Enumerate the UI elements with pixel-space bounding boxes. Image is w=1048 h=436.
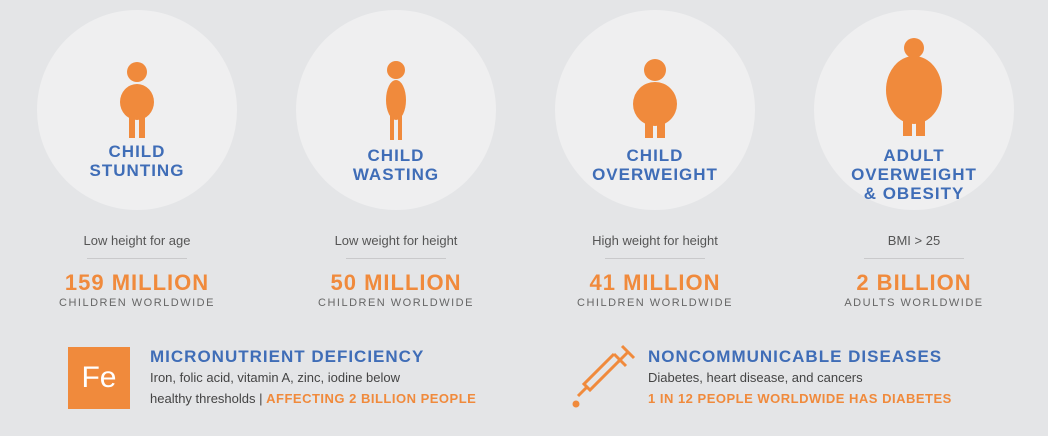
section-text: healthy thresholds | — [150, 391, 263, 406]
syringe-icon — [572, 344, 636, 408]
section-text: Diabetes, heart disease, and cancers — [648, 370, 863, 385]
description: BMI > 25 — [887, 233, 941, 248]
card-title: CHILD — [626, 146, 684, 165]
card-title: CHILD — [108, 142, 166, 161]
person-icon — [120, 62, 154, 138]
card-title: ADULT — [883, 146, 945, 165]
description: High weight for height — [592, 233, 718, 248]
highlight: AFFECTING 2 BILLION PEOPLE — [266, 391, 477, 406]
subject: CHILDREN WORLDWIDE — [318, 297, 474, 309]
figure: 159 MILLION — [64, 270, 210, 295]
section-text: Iron, folic acid, vitamin A, zinc, iodin… — [150, 370, 401, 385]
subject: CHILDREN WORLDWIDE — [59, 297, 215, 309]
person-icon — [886, 38, 942, 136]
highlight: 1 IN 12 PEOPLE WORLDWIDE HAS DIABETES — [648, 391, 952, 406]
person-icon — [633, 59, 677, 138]
card-title: OVERWEIGHT — [851, 165, 977, 184]
card-title: WASTING — [352, 165, 440, 184]
card-title: OVERWEIGHT — [592, 165, 718, 184]
figure: 2 BILLION — [856, 270, 972, 295]
description: Low height for age — [83, 233, 191, 248]
card-title: & OBESITY — [863, 184, 965, 203]
person-icon — [386, 61, 406, 140]
section-title: MICRONUTRIENT DEFICIENCY — [150, 347, 425, 366]
card: CHILD WASTING Low weight for height 50 MI… — [276, 0, 516, 320]
card-title: STUNTING — [89, 161, 185, 180]
figure: 50 MILLION — [330, 270, 462, 295]
card: CHILD STUNTING Low height for age 159 MIL… — [17, 0, 257, 320]
description: Low weight for height — [334, 233, 458, 248]
fe-icon: Fe — [68, 347, 130, 409]
figure: 41 MILLION — [589, 270, 721, 295]
card: ADULT OVERWEIGHT & OBESITY BMI > 25 2 BILL… — [794, 0, 1034, 320]
subject: ADULTS WORLDWIDE — [844, 297, 984, 309]
card: CHILD OVERWEIGHT High weight for height 4… — [535, 0, 775, 320]
card-title: CHILD — [367, 146, 425, 165]
subject: CHILDREN WORLDWIDE — [577, 297, 733, 309]
section-title: NONCOMMUNICABLE DISEASES — [648, 347, 943, 366]
